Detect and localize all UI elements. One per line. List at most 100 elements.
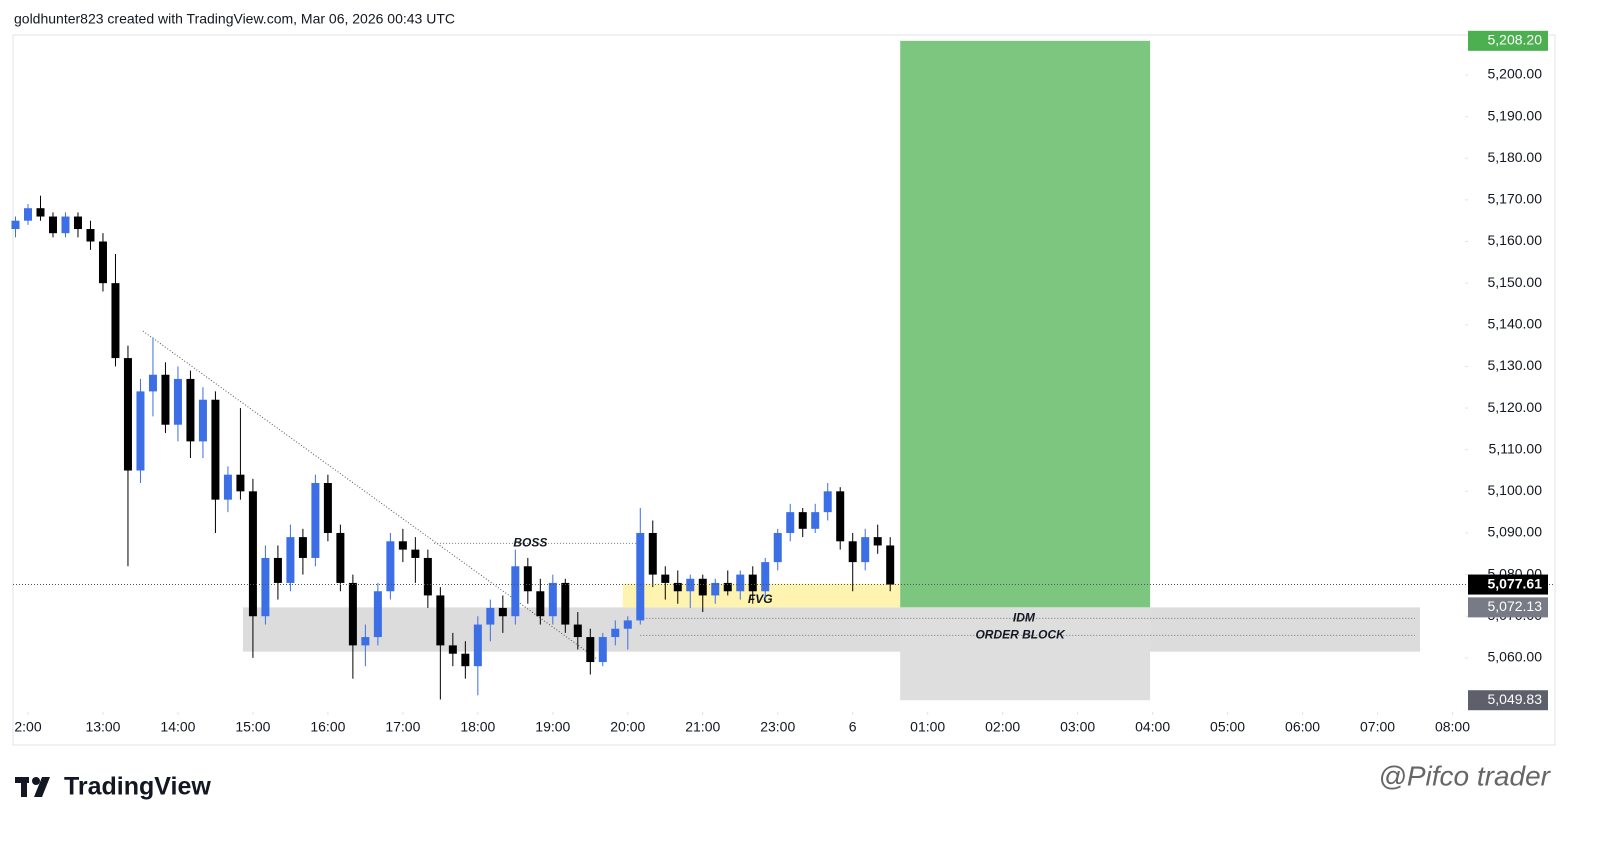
plot: BOSSFVGIDMORDER BLOCK5,060.005,070.005,0… (11, 30, 1555, 735)
candle-body (348, 582, 357, 646)
zone (900, 40, 1151, 608)
candle-body (23, 208, 32, 221)
candle-body (598, 637, 607, 663)
x-tick-label: 14:00 (160, 719, 195, 735)
candle-body (736, 574, 745, 592)
trendline (142, 330, 599, 660)
annotation-bg (511, 536, 549, 550)
candle-body (461, 653, 470, 667)
candle-body (686, 578, 695, 592)
x-tick-label: 02:00 (985, 719, 1020, 735)
y-tick-label: 5,180.00 (1488, 149, 1543, 165)
candle-body (36, 208, 45, 217)
candle-body (386, 541, 395, 592)
candle-body (773, 532, 782, 563)
candle-body (211, 399, 220, 500)
candle-body (148, 374, 157, 392)
tv-logo-icon (15, 777, 50, 797)
watermark: @Pifco trader (1378, 760, 1551, 791)
candle-body (311, 483, 320, 558)
y-tick-label: 5,120.00 (1488, 399, 1543, 415)
annotation-bg (1009, 611, 1039, 625)
candle-body (436, 595, 445, 646)
annotation-bg (973, 628, 1067, 642)
candle-body (286, 537, 295, 583)
zone (242, 607, 1421, 652)
candle-body (511, 566, 520, 617)
annotation-label: IDM (1013, 610, 1036, 624)
x-tick-label: 21:00 (685, 719, 720, 735)
candle-body (723, 582, 732, 592)
y-tick-label: 5,100.00 (1488, 482, 1543, 498)
x-tick-label: 20:00 (610, 719, 645, 735)
candle-body (486, 607, 495, 625)
annotation-label: FVG (748, 592, 773, 606)
candle-body (398, 541, 407, 550)
candle-body (711, 582, 720, 596)
candle-body (361, 637, 370, 646)
candle-body (323, 483, 332, 533)
candle-body (823, 491, 832, 513)
x-tick-label: 19:00 (535, 719, 570, 735)
candle-body (536, 591, 545, 617)
candle-body (298, 537, 307, 558)
price-label: 5,077.61 (1488, 575, 1543, 591)
x-tick-label: 06:00 (1285, 719, 1320, 735)
x-tick-label: 13:00 (85, 719, 120, 735)
candle-body (623, 620, 632, 629)
zone (900, 607, 1151, 701)
candle-body (836, 491, 845, 542)
annotation-label: ORDER BLOCK (975, 628, 1066, 642)
candle-body (698, 578, 707, 596)
x-tick-label: 17:00 (385, 719, 420, 735)
candle-body (561, 582, 570, 625)
x-tick-label: 07:00 (1360, 719, 1395, 735)
candle-body (98, 241, 107, 284)
footer-logo: TradingView (64, 773, 211, 801)
candle-body (11, 220, 20, 230)
candle-body (498, 607, 507, 617)
y-tick-label: 5,160.00 (1488, 232, 1543, 248)
candle-body (861, 537, 870, 563)
candle-body (111, 283, 120, 359)
candle-body (873, 537, 882, 546)
candle-body (673, 582, 682, 592)
y-tick-label: 5,190.00 (1488, 107, 1543, 123)
x-tick-label: 2:00 (14, 719, 41, 735)
candle-body (248, 491, 257, 617)
candle-body (636, 532, 645, 621)
candle-body (136, 391, 145, 471)
y-tick-label: 5,110.00 (1489, 440, 1543, 456)
x-tick-label: 04:00 (1135, 719, 1170, 735)
price-label: 5,208.20 (1488, 32, 1543, 48)
y-tick-label: 5,150.00 (1488, 274, 1543, 290)
candle-body (198, 399, 207, 442)
candle-body (448, 645, 457, 654)
y-tick-label: 5,090.00 (1488, 524, 1543, 540)
candle-body (173, 378, 182, 425)
x-tick-label: 03:00 (1060, 719, 1095, 735)
chart-frame (12, 34, 1556, 746)
candle-body (648, 532, 657, 575)
candle-body (748, 574, 757, 592)
candle-body (336, 532, 345, 583)
candle-body (586, 637, 595, 663)
price-label-bg (1468, 597, 1548, 618)
candle-body (786, 512, 795, 533)
candle-body (61, 216, 70, 234)
price-label-bg (1468, 30, 1548, 51)
candle-body (48, 216, 57, 234)
candle-body (161, 374, 170, 425)
candle-body (273, 557, 282, 583)
candle-body (548, 582, 557, 617)
candle-body (86, 229, 95, 242)
candle-body (123, 358, 132, 471)
candle-body (423, 557, 432, 596)
price-label: 5,049.83 (1488, 691, 1543, 707)
x-tick-label: 08:00 (1435, 719, 1470, 735)
y-tick-label: 5,200.00 (1488, 66, 1543, 82)
candle-body (811, 512, 820, 529)
candle-body (886, 545, 895, 585)
